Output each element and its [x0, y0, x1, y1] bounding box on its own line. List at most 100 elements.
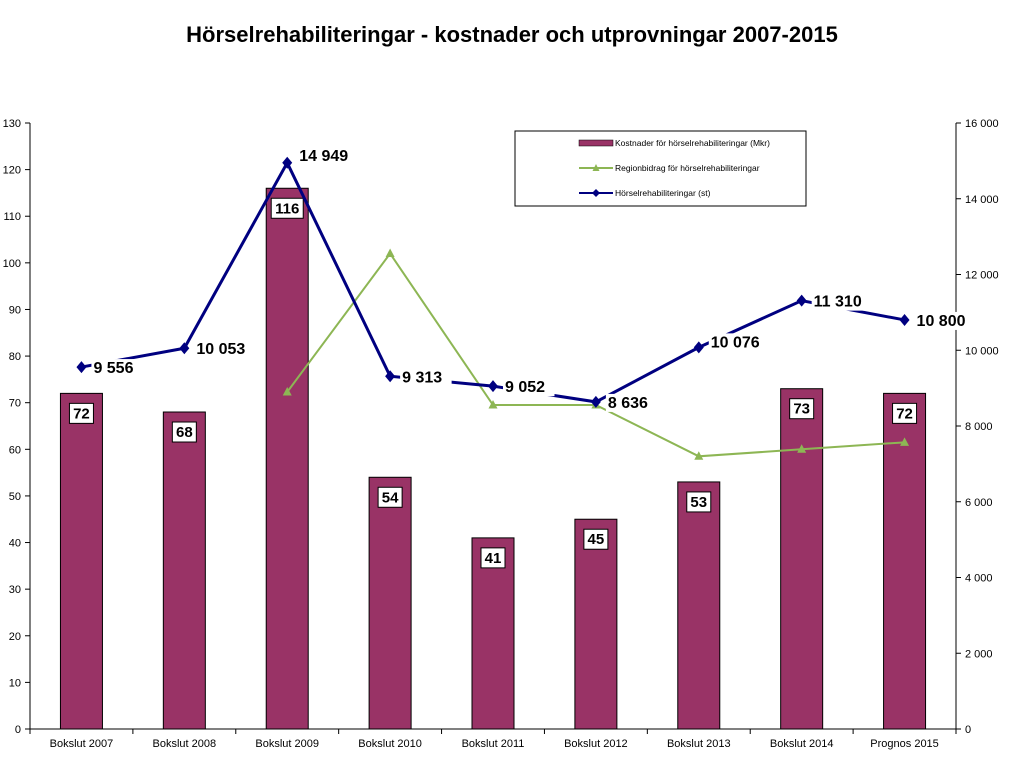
bar	[59, 392, 103, 730]
horselrehab-marker	[899, 313, 910, 326]
bar-value-label-box	[892, 402, 918, 424]
count-label-bg	[811, 292, 873, 311]
legend-swatch-bar	[578, 139, 614, 147]
left-tick-label: 60	[9, 444, 21, 456]
count-label-bg	[503, 378, 555, 397]
regionbidrag-marker	[488, 400, 498, 409]
left-tick-label: 80	[9, 351, 21, 363]
left-tick-label: 20	[9, 631, 21, 643]
left-tick-label: 50	[9, 491, 21, 503]
bar-value-label: 45	[588, 531, 605, 548]
bar	[162, 411, 206, 730]
bar-value-label: 54	[382, 489, 399, 506]
regionbidrag-marker	[797, 444, 807, 453]
legend-marker-horselrehab	[592, 189, 600, 197]
bar	[265, 187, 309, 730]
right-tick-label: 2 000	[965, 648, 993, 660]
count-value-label: 9 556	[93, 360, 133, 377]
count-value-label: 10 800	[917, 313, 966, 330]
legend-label-regionbidrag: Regionbidrag för hörselrehabiliteringar	[615, 163, 760, 173]
legend-label-bar: Kostnader för hörselrehabiliteringar (Mk…	[615, 138, 770, 148]
horselrehab-marker	[693, 341, 704, 354]
x-tick-label: Bokslut 2012	[564, 738, 628, 750]
bar-value-label: 72	[896, 405, 913, 422]
horselrehab-marker	[76, 361, 87, 374]
bar-value-label-box	[270, 197, 304, 219]
count-label-bg	[91, 359, 143, 378]
count-label-bg	[605, 393, 658, 412]
right-tick-label: 4 000	[965, 573, 993, 585]
legend-box	[514, 130, 807, 207]
bar	[780, 388, 824, 730]
right-tick-label: 16 000	[965, 118, 999, 130]
x-tick-label: Bokslut 2009	[255, 738, 319, 750]
x-tick-label: Bokslut 2011	[462, 738, 525, 750]
right-tick-label: 12 000	[965, 270, 999, 282]
left-tick-label: 110	[3, 211, 21, 223]
bar-value-label: 53	[690, 494, 707, 511]
horselrehab-marker	[796, 294, 807, 307]
count-value-label: 14 949	[299, 148, 348, 165]
right-tick-label: 10 000	[965, 345, 999, 357]
left-tick-label: 70	[9, 398, 21, 410]
bar-value-label: 68	[176, 424, 193, 441]
horselrehab-marker	[179, 342, 190, 355]
bar-value-label: 116	[275, 200, 299, 217]
count-value-label: 10 076	[711, 334, 760, 351]
count-value-label: 11 310	[814, 294, 862, 311]
right-tick-label: 6 000	[965, 497, 993, 509]
bar	[677, 481, 721, 730]
bar	[368, 476, 412, 730]
left-tick-label: 90	[9, 304, 21, 316]
horselrehab-marker	[282, 156, 293, 169]
legend-marker-regionbidrag	[592, 164, 600, 171]
regionbidrag-marker	[282, 386, 292, 396]
horselrehab-marker	[385, 370, 396, 383]
regionbidrag-marker	[694, 451, 704, 460]
bar-value-label-box	[480, 547, 506, 569]
bar-value-label-box	[377, 486, 403, 508]
x-tick-label: Bokslut 2010	[358, 738, 422, 750]
left-tick-label: 10	[9, 677, 21, 689]
left-tick-label: 130	[3, 118, 21, 130]
horselrehab-marker	[590, 395, 601, 408]
bar-value-label-box	[789, 398, 815, 420]
x-tick-label: Bokslut 2007	[50, 738, 114, 750]
regionbidrag-marker	[900, 437, 910, 446]
bar-value-label-box	[171, 421, 197, 443]
regionbidrag-marker	[385, 248, 395, 258]
bar-value-label: 72	[73, 405, 90, 422]
x-tick-label: Bokslut 2008	[153, 738, 217, 750]
right-tick-label: 0	[965, 724, 971, 736]
left-tick-label: 0	[15, 724, 21, 736]
count-value-label: 9 313	[402, 369, 442, 386]
x-tick-label: Bokslut 2013	[667, 738, 731, 750]
bar-value-label: 41	[485, 550, 502, 567]
bar-value-label-box	[686, 491, 712, 513]
bar	[883, 392, 927, 730]
count-label-bg	[297, 146, 359, 165]
count-label-bg	[708, 333, 770, 352]
right-tick-label: 8 000	[965, 421, 993, 433]
left-tick-label: 120	[3, 165, 21, 177]
bar-value-label-box	[68, 402, 94, 424]
count-label-bg	[914, 311, 976, 330]
legend-label-horselrehab: Hörselrehabiliteringar (st)	[615, 188, 711, 198]
left-tick-label: 100	[3, 258, 21, 270]
count-value-label: 9 052	[505, 379, 545, 396]
count-label-bg	[194, 340, 256, 359]
right-tick-label: 14 000	[965, 194, 999, 206]
horselrehab-marker	[488, 380, 498, 393]
count-label-bg	[400, 368, 452, 387]
bar	[574, 518, 618, 730]
x-tick-label: Bokslut 2014	[770, 738, 834, 750]
bar-value-label: 73	[793, 401, 810, 418]
bar-value-label-box	[583, 528, 609, 550]
bar	[471, 537, 515, 730]
count-value-label: 10 053	[196, 341, 245, 358]
x-tick-label: Prognos 2015	[870, 738, 939, 750]
chart-title: Hörselrehabiliteringar - kostnader och u…	[186, 22, 838, 47]
left-tick-label: 30	[9, 584, 21, 596]
